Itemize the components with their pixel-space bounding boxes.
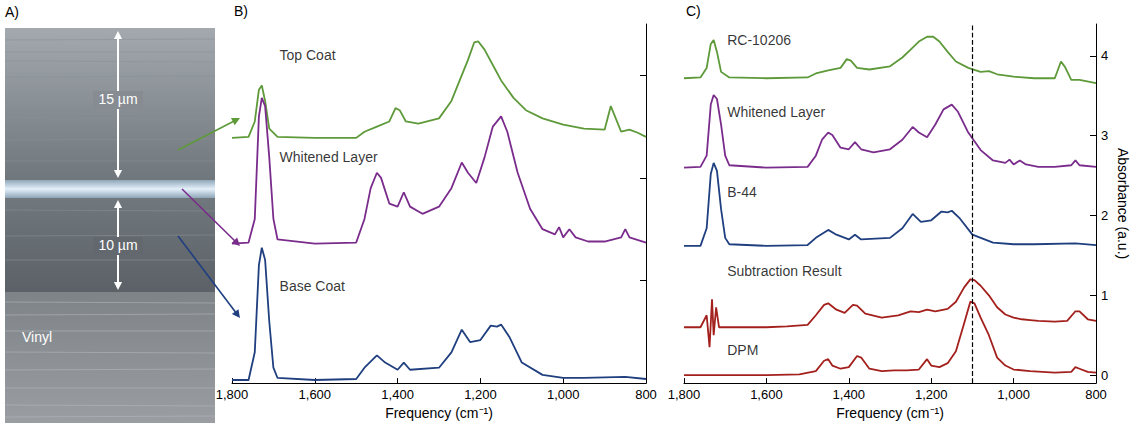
svg-text:Frequency (cm⁻¹): Frequency (cm⁻¹) bbox=[836, 405, 944, 421]
svg-text:3: 3 bbox=[1101, 128, 1108, 143]
svg-text:800: 800 bbox=[1085, 387, 1107, 402]
svg-text:Base Coat: Base Coat bbox=[280, 278, 345, 294]
svg-text:1: 1 bbox=[1101, 288, 1108, 303]
svg-text:4: 4 bbox=[1101, 48, 1108, 63]
svg-text:2: 2 bbox=[1101, 208, 1108, 223]
svg-text:1,800: 1,800 bbox=[668, 387, 701, 402]
svg-text:1,000: 1,000 bbox=[997, 387, 1030, 402]
svg-text:B): B) bbox=[234, 3, 248, 19]
svg-text:10 µm: 10 µm bbox=[98, 237, 137, 253]
svg-text:800: 800 bbox=[635, 387, 657, 402]
svg-text:Whitened Layer: Whitened Layer bbox=[280, 149, 378, 165]
svg-text:1,600: 1,600 bbox=[750, 387, 783, 402]
svg-text:1,600: 1,600 bbox=[299, 387, 332, 402]
svg-text:0: 0 bbox=[1101, 368, 1108, 383]
svg-text:Top Coat: Top Coat bbox=[280, 47, 336, 63]
svg-text:C): C) bbox=[686, 3, 701, 19]
svg-text:RC-10206: RC-10206 bbox=[727, 32, 791, 48]
svg-text:Absorbance (a.u.): Absorbance (a.u.) bbox=[1115, 148, 1131, 259]
svg-text:1,200: 1,200 bbox=[464, 387, 497, 402]
svg-text:Frequency (cm⁻¹): Frequency (cm⁻¹) bbox=[385, 405, 493, 421]
svg-text:B-44: B-44 bbox=[727, 184, 757, 200]
svg-text:Whitened Layer: Whitened Layer bbox=[727, 104, 825, 120]
svg-text:DPM: DPM bbox=[727, 342, 758, 358]
svg-text:15 µm: 15 µm bbox=[98, 91, 137, 107]
svg-text:1,200: 1,200 bbox=[915, 387, 948, 402]
svg-text:A): A) bbox=[5, 4, 19, 20]
svg-text:1,400: 1,400 bbox=[833, 387, 866, 402]
svg-text:Vinyl: Vinyl bbox=[22, 329, 52, 345]
svg-text:1,400: 1,400 bbox=[381, 387, 414, 402]
svg-text:1,000: 1,000 bbox=[547, 387, 580, 402]
svg-text:1,800: 1,800 bbox=[216, 387, 249, 402]
svg-text:Subtraction Result: Subtraction Result bbox=[727, 263, 842, 279]
